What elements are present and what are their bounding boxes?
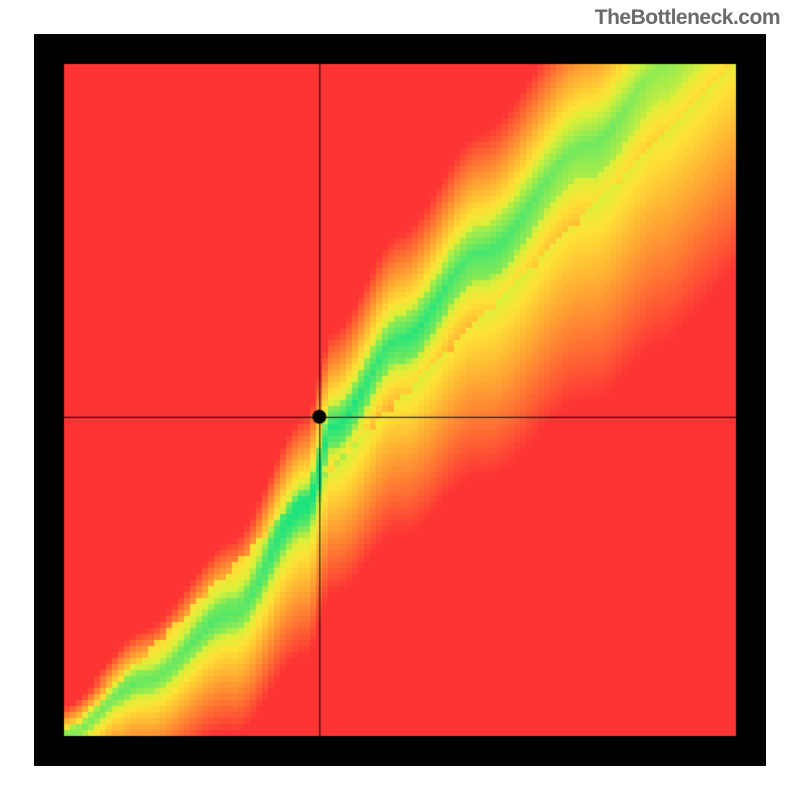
heatmap-plot bbox=[34, 34, 766, 766]
watermark-text: TheBottleneck.com bbox=[595, 6, 780, 30]
